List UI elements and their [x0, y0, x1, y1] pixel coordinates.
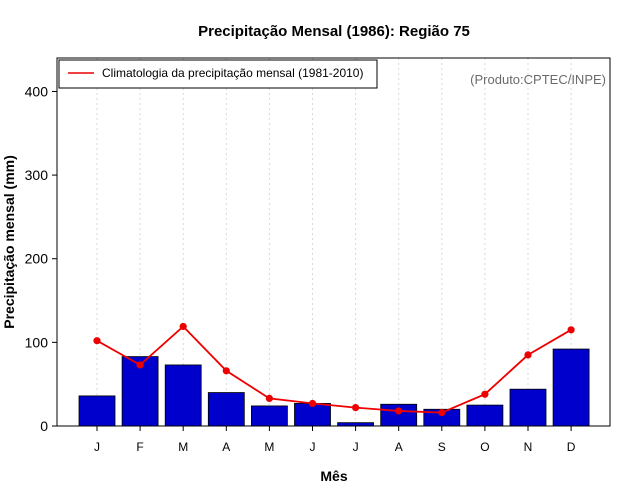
precipitation-bar: [250, 405, 288, 427]
x-tick-label: S: [438, 440, 446, 454]
y-axis: 0 100 200 300 400: [25, 83, 57, 434]
precipitation-bar: [509, 388, 547, 427]
x-tick-label: O: [480, 440, 489, 454]
climatology-series: [93, 322, 575, 417]
x-tick-label: J: [353, 440, 359, 454]
climatology-point: [265, 394, 273, 402]
y-tick-label: 100: [25, 334, 49, 350]
x-tick-label: F: [136, 440, 143, 454]
source-credit: (Produto:CPTEC/INPE): [470, 72, 606, 87]
y-tick-label: 0: [40, 418, 48, 434]
x-tick-label: A: [222, 440, 230, 454]
x-tick-label: A: [395, 440, 403, 454]
precipitation-bar: [466, 404, 504, 427]
x-axis-label: Mês: [320, 468, 347, 484]
climatology-point: [308, 399, 317, 408]
precipitation-bar: [337, 422, 375, 427]
climatology-point: [222, 367, 230, 375]
precipitation-bar: [552, 348, 590, 427]
climatology-point: [352, 404, 360, 412]
climatology-point: [524, 351, 532, 359]
precipitation-bar: [164, 364, 202, 427]
chart-title: Precipitação Mensal (1986): Região 75: [198, 23, 470, 40]
legend-entry-climatology: Climatologia da precipitação mensal (198…: [102, 66, 363, 80]
climatology-point: [567, 326, 575, 334]
y-axis-label: Precipitação mensal (mm): [1, 155, 17, 329]
x-tick-label: M: [264, 440, 274, 454]
climatology-point: [438, 409, 446, 417]
y-tick-label: 300: [25, 167, 49, 183]
x-tick-label: N: [524, 440, 533, 454]
climatology-point: [93, 337, 101, 345]
precipitation-bar: [207, 392, 245, 427]
y-tick-label: 200: [25, 251, 49, 267]
legend: Climatologia da precipitação mensal (198…: [58, 59, 378, 89]
y-tick-label: 400: [25, 83, 49, 99]
x-tick-label: D: [567, 440, 576, 454]
climatology-line: [96, 325, 572, 414]
x-tick-label: J: [310, 440, 316, 454]
climatology-point: [395, 407, 403, 415]
climatology-point: [179, 322, 187, 331]
x-tick-label: M: [178, 440, 188, 454]
climatology-point: [481, 390, 489, 398]
climatology-point: [136, 361, 144, 369]
x-tick-label: J: [94, 440, 100, 454]
plot-frame: [56, 57, 611, 427]
precipitation-bar: [78, 395, 116, 427]
bar-series: [78, 348, 590, 427]
legend-box: [58, 59, 378, 89]
